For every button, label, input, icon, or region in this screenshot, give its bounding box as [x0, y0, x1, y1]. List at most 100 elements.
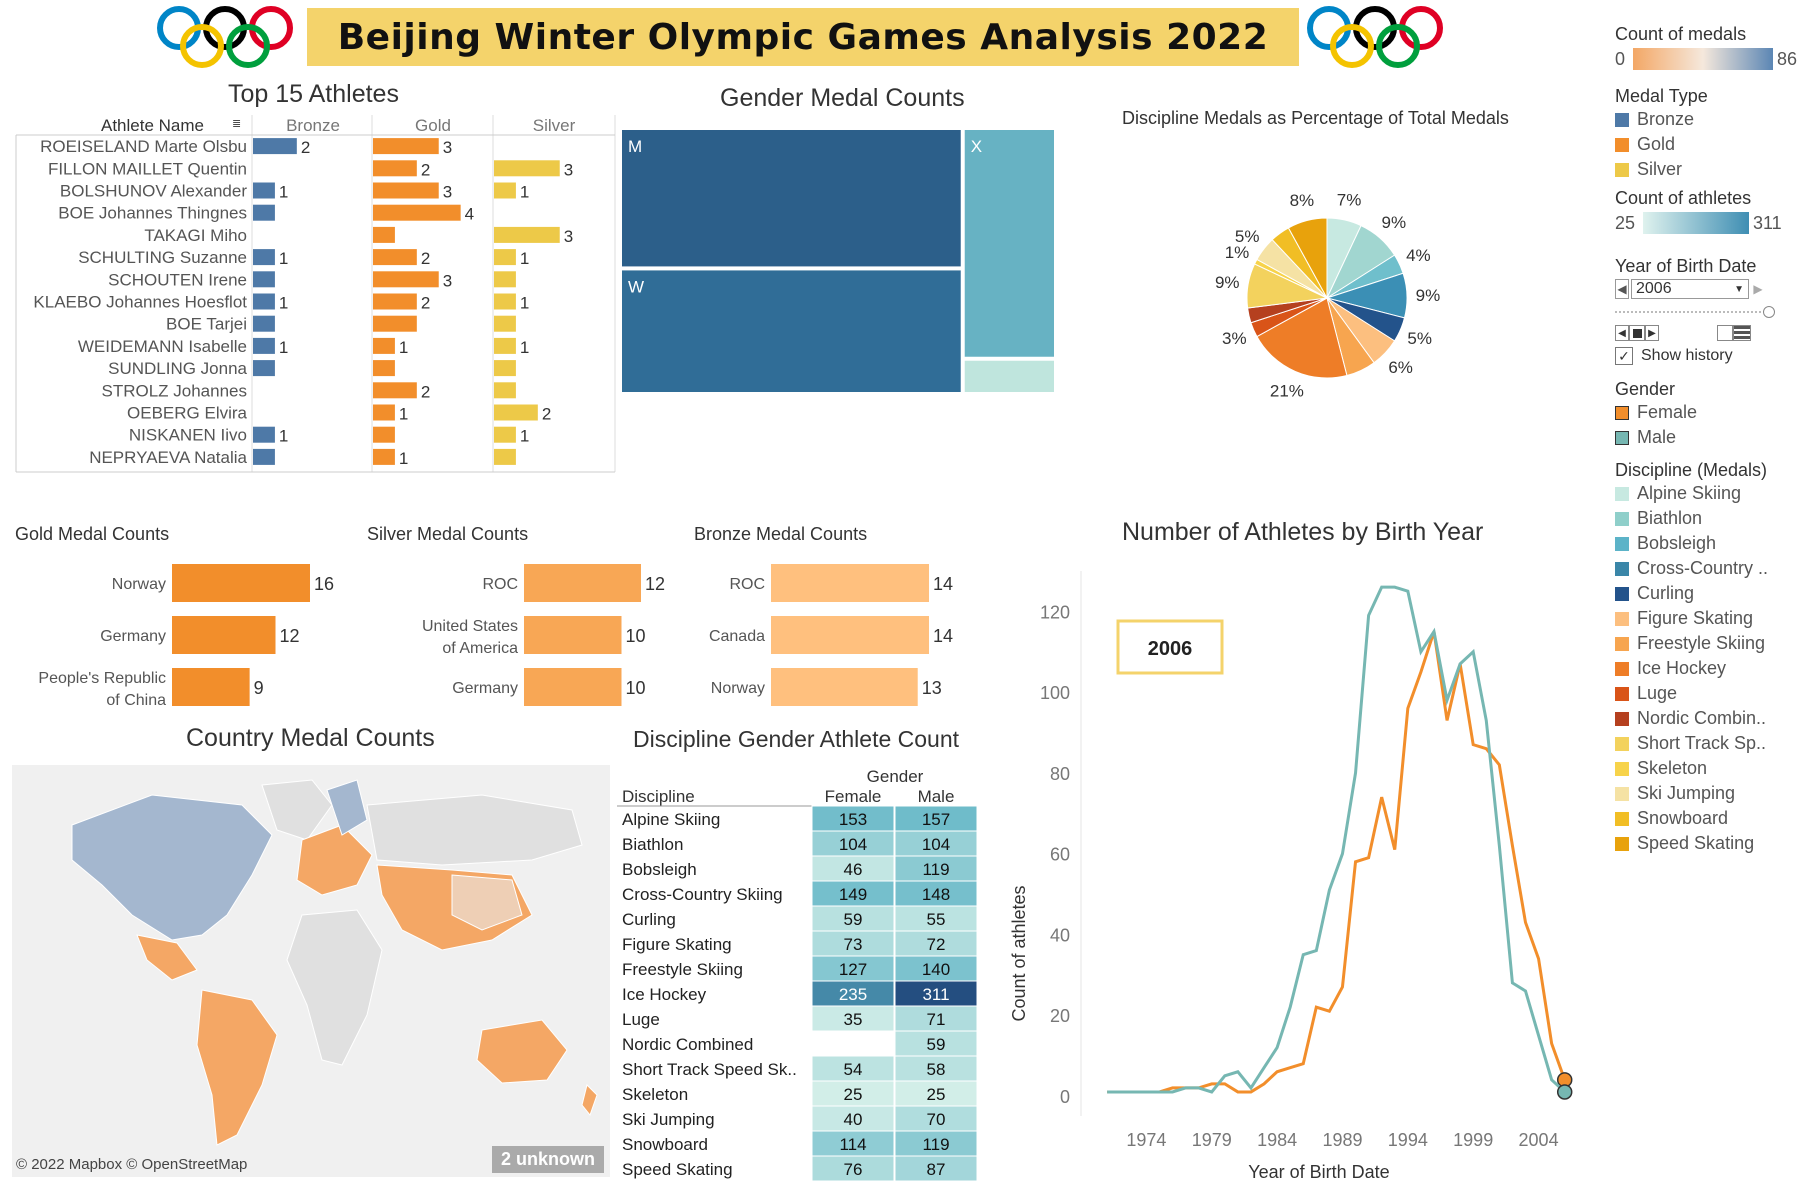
athlete-bar-gold[interactable] [373, 315, 417, 332]
medal-count-bar[interactable] [771, 668, 918, 706]
heatmap-cell[interactable] [811, 1105, 895, 1132]
treemap-cell[interactable] [620, 268, 963, 394]
heatmap-cell[interactable] [894, 1080, 978, 1107]
treemap-cell[interactable] [962, 128, 1057, 359]
medal-count-bar[interactable] [524, 616, 622, 654]
discipline-legend-item[interactable]: Ski Jumping [1615, 781, 1800, 806]
medal-count-bar[interactable] [172, 564, 310, 602]
pie-slice[interactable] [1287, 217, 1328, 299]
heatmap-cell[interactable] [811, 905, 895, 932]
line-end-marker[interactable] [1556, 1084, 1573, 1100]
birth-year-line-chart[interactable]: 0 20 40 60 80 100 120 1974 1979 1984 1989 1994 1999 2… [1000, 555, 1620, 1200]
country-medal-map[interactable]: © 2022 Mapbox © OpenStreetMap 2 unknown [12, 765, 610, 1177]
athlete-bar-bronze[interactable] [253, 337, 275, 354]
athlete-bar-gold[interactable] [373, 204, 461, 221]
year-slider[interactable] [1615, 305, 1775, 319]
heatmap-cell[interactable] [811, 1055, 895, 1082]
athlete-bar-gold[interactable] [373, 426, 395, 443]
athlete-bar-silver[interactable] [494, 360, 516, 377]
heatmap-cell[interactable] [811, 855, 895, 882]
athlete-bar-bronze[interactable] [253, 182, 275, 199]
pie-slice[interactable] [1256, 297, 1348, 379]
athlete-bar-gold[interactable] [373, 337, 395, 354]
athlete-bar-bronze[interactable] [253, 271, 275, 288]
athlete-bar-gold[interactable] [373, 138, 439, 155]
athlete-bar-silver[interactable] [494, 448, 516, 465]
athlete-bar-bronze[interactable] [253, 448, 275, 465]
heatmap-cell[interactable] [811, 805, 895, 832]
athlete-bar-gold[interactable] [373, 382, 417, 399]
show-history-checkbox[interactable]: ✓ [1615, 347, 1633, 365]
athlete-bar-bronze[interactable] [253, 204, 275, 221]
discipline-legend-item[interactable]: Short Track Sp.. [1615, 731, 1800, 756]
athlete-bar-silver[interactable] [494, 249, 516, 266]
treemap-cell[interactable] [620, 128, 963, 269]
playback-forward-icon[interactable]: ▶ [1645, 325, 1659, 341]
discipline-legend-item[interactable]: Bobsleigh [1615, 531, 1800, 556]
line-series-male[interactable] [1107, 585, 1566, 1094]
athlete-bar-bronze[interactable] [253, 315, 275, 332]
gender-legend-item[interactable]: Male [1615, 425, 1800, 450]
discipline-legend-item[interactable]: Freestyle Skiing [1615, 631, 1800, 656]
medal-count-bar[interactable] [771, 616, 929, 654]
heatmap-cell[interactable] [894, 930, 978, 957]
athlete-bar-bronze[interactable] [253, 138, 297, 155]
heatmap-cell[interactable] [894, 1130, 978, 1157]
athlete-bar-silver[interactable] [494, 160, 560, 177]
gender-legend-item[interactable]: Female [1615, 400, 1800, 425]
discipline-legend-item[interactable]: Biathlon [1615, 506, 1800, 531]
slider-handle[interactable] [1763, 306, 1775, 318]
medal-type-legend-item[interactable]: Gold [1615, 132, 1800, 157]
heatmap-cell[interactable] [811, 880, 895, 907]
athlete-bar-gold[interactable] [373, 182, 439, 199]
athlete-bar-gold[interactable] [373, 160, 417, 177]
discipline-pie-chart[interactable]: 7%9%4%9%5%6%21%3%9%1%5%8% [1195, 190, 1455, 430]
heatmap-cell[interactable] [811, 1155, 895, 1182]
discipline-legend-item[interactable]: Curling [1615, 581, 1800, 606]
athlete-bar-silver[interactable] [494, 182, 516, 199]
playback-back-icon[interactable]: ◀ [1615, 325, 1629, 341]
medal-count-bar[interactable] [524, 668, 622, 706]
line-series-female[interactable] [1107, 631, 1567, 1094]
heatmap-cell[interactable] [894, 1055, 978, 1082]
heatmap-cell[interactable] [811, 830, 895, 857]
discipline-legend-item[interactable]: Snowboard [1615, 806, 1800, 831]
discipline-legend-item[interactable]: Alpine Skiing [1615, 481, 1800, 506]
heatmap-cell[interactable] [894, 955, 978, 982]
medal-type-legend-item[interactable]: Bronze [1615, 107, 1800, 132]
year-prev-icon[interactable]: ◀ [1615, 279, 1629, 299]
year-dropdown[interactable]: 2006 ▼ [1631, 279, 1749, 299]
bronze-medal-chart[interactable]: ROC 14 Canada 14 Norway 13 [680, 550, 980, 715]
discipline-legend-item[interactable]: Speed Skating [1615, 831, 1800, 856]
heatmap-cell[interactable] [811, 930, 895, 957]
athlete-bar-bronze[interactable] [253, 249, 275, 266]
heatmap-cell[interactable] [894, 1155, 978, 1182]
map-unknown-badge[interactable]: 2 unknown [492, 1146, 604, 1173]
speed-fast-icon[interactable] [1733, 325, 1751, 341]
heatmap-cell[interactable] [894, 905, 978, 932]
athlete-bar-bronze[interactable] [253, 360, 275, 377]
athlete-bar-silver[interactable] [494, 226, 560, 243]
heatmap-cell[interactable] [811, 1005, 895, 1032]
athlete-bar-bronze[interactable] [253, 426, 275, 443]
athlete-bar-silver[interactable] [494, 337, 516, 354]
athlete-bar-gold[interactable] [373, 360, 395, 377]
discipline-legend-item[interactable]: Ice Hockey [1615, 656, 1800, 681]
medal-count-bar[interactable] [524, 564, 641, 602]
discipline-legend-item[interactable]: Figure Skating [1615, 606, 1800, 631]
speed-slow-icon[interactable] [1717, 325, 1733, 341]
discipline-legend-item[interactable]: Luge [1615, 681, 1800, 706]
athlete-bar-gold[interactable] [373, 249, 417, 266]
heatmap-cell[interactable] [894, 1005, 978, 1032]
athlete-bar-silver[interactable] [494, 404, 538, 421]
medal-count-bar[interactable] [172, 616, 276, 654]
year-next-icon[interactable]: ▶ [1753, 282, 1763, 296]
gender-medal-treemap[interactable]: M W X [620, 128, 1060, 398]
athlete-bar-gold[interactable] [373, 226, 395, 243]
athlete-bar-silver[interactable] [494, 293, 516, 310]
athlete-bar-silver[interactable] [494, 315, 516, 332]
heatmap-cell[interactable] [894, 805, 978, 832]
medal-count-bar[interactable] [771, 564, 929, 602]
heatmap-cell[interactable] [894, 1105, 978, 1132]
medal-type-legend-item[interactable]: Silver [1615, 157, 1800, 182]
